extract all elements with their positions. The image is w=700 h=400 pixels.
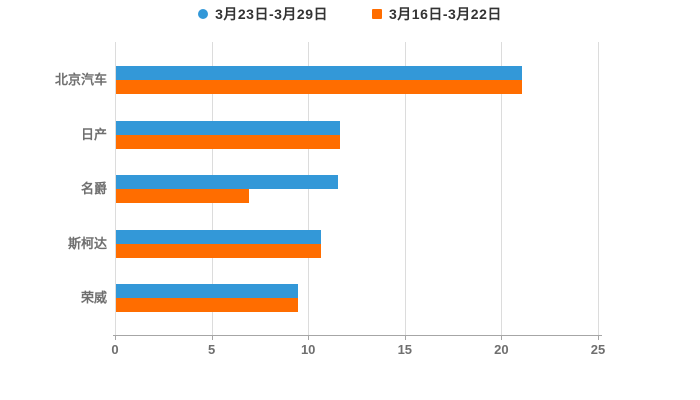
y-category-label: 北京汽车 xyxy=(54,72,107,87)
x-axis-tick xyxy=(501,335,503,340)
bar-series1-cat4[interactable] xyxy=(116,298,298,312)
x-tick-label: 25 xyxy=(590,342,606,357)
gridline xyxy=(501,42,503,335)
bar-series0-cat1[interactable] xyxy=(116,120,341,135)
x-tick-label: 20 xyxy=(494,342,509,357)
bar-series1-cat0[interactable] xyxy=(116,80,522,94)
legend-item-week-mar23-29[interactable]: 3月23日-3月29日 xyxy=(198,4,328,24)
y-category-label: 名爵 xyxy=(80,181,107,196)
x-tick-label: 5 xyxy=(207,342,216,357)
legend-label: 3月23日-3月29日 xyxy=(215,6,328,22)
gridline xyxy=(598,42,599,335)
legend-circle-marker-icon xyxy=(198,9,209,19)
x-tick-label: 15 xyxy=(397,342,413,357)
x-axis-tick xyxy=(211,335,213,340)
gridline xyxy=(404,42,406,335)
legend-label: 3月16日-3月22日 xyxy=(389,6,502,22)
bar-series0-cat4[interactable] xyxy=(116,284,298,298)
bar-series0-cat2[interactable] xyxy=(116,175,339,189)
bar-series1-cat2[interactable] xyxy=(116,189,250,203)
bar-series1-cat3[interactable] xyxy=(116,243,321,258)
y-category-label: 斯柯达 xyxy=(67,235,107,251)
x-tick-label: 0 xyxy=(111,342,119,357)
bar-series0-cat0[interactable] xyxy=(116,66,522,80)
legend-square-marker-icon xyxy=(372,9,382,19)
x-axis-line xyxy=(113,335,602,336)
gridline xyxy=(115,42,116,335)
chart-legend: 3月23日-3月29日 3月16日-3月22日 xyxy=(0,4,700,24)
bar-series0-cat3[interactable] xyxy=(116,229,321,244)
x-axis-tick xyxy=(598,335,599,340)
bar-series1-cat1[interactable] xyxy=(116,134,341,149)
x-tick-label: 10 xyxy=(300,342,316,357)
legend-item-week-mar16-22[interactable]: 3月16日-3月22日 xyxy=(372,4,502,24)
x-axis-tick xyxy=(308,335,310,340)
x-axis-tick xyxy=(404,335,406,340)
y-category-label: 荣威 xyxy=(80,290,107,305)
y-category-label: 日产 xyxy=(80,126,107,142)
x-axis-tick xyxy=(115,335,116,340)
